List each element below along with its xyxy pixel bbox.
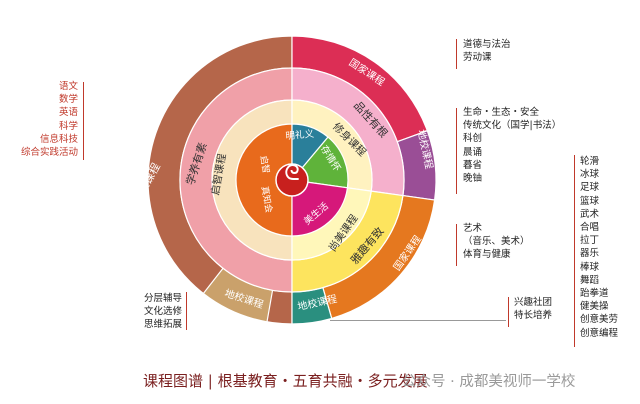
right-arts-list-item: 艺术 [463, 223, 483, 234]
right-clubs-list-rule [508, 297, 510, 327]
left-list-item: 英语 [58, 107, 78, 119]
inner-label-top-a: 明礼义 [285, 128, 315, 142]
right-top-list: 道德与法治 劳动课 [463, 38, 511, 64]
left-bottom-list: 分层辅导文化选修 思维拓展 [128, 292, 182, 332]
right-top-list-item: 劳动课 [463, 52, 492, 64]
right-mid-list-item: 生命・生态・安全 [463, 107, 540, 118]
left-list-item: 数学 [58, 94, 78, 106]
left-list-item: 科学 [58, 120, 78, 132]
left-bottom-list-item: 分层辅导 [143, 293, 182, 304]
right-mid-list-item: 晨诵 [463, 146, 483, 158]
left-list-item: 语文 [58, 81, 78, 92]
inner-label-left-top: 启智 [257, 155, 272, 175]
right-mid-list-rule [456, 108, 458, 194]
right-far-list-rule [574, 155, 576, 347]
right-far-list-item: 拉丁 [580, 235, 600, 247]
right-far-list-item: 轮滑 [580, 156, 600, 167]
right-far-list-item: 器乐 [580, 248, 600, 260]
left-bottom-list-item: 思维拓展 [143, 319, 182, 331]
right-mid-list-item: 科创 [463, 133, 483, 145]
left-bottom-list-rule [186, 292, 188, 330]
left-list-rule [83, 82, 85, 160]
watermark: 公众号 · 成都美视师一学校 [402, 374, 576, 390]
right-far-list-item: 棒球 [580, 261, 600, 273]
right-far-list-item: 篮球 [580, 195, 600, 207]
right-arts-list-item: （音乐、美术） [463, 236, 530, 248]
left-list-item: 综合实践活动 [20, 147, 78, 159]
right-far-list-item: 足球 [580, 182, 600, 194]
right-arts-list: 艺术 （音乐、美术） 体育与健康 [463, 222, 530, 262]
center-logo-glyph: ᘓ [284, 161, 300, 186]
inner-bottom [291, 179, 349, 237]
right-mid-list-item: 晚铀 [463, 173, 483, 185]
right-mid-list-item: 传统文化（国学|书法） [463, 120, 562, 132]
right-arts-list-item: 体育与健康 [463, 249, 511, 261]
footer-title: 课程图谱 | 根基教育・五育共融・多元发展 [143, 372, 428, 390]
right-far-list-item: 健美操 [580, 301, 609, 313]
right-top-list-item: 道德与法治 [463, 39, 511, 50]
clubs-leader-line [330, 320, 506, 321]
right-far-list-item: 冰球 [580, 169, 600, 181]
right-mid-list-item: 暮省 [463, 159, 483, 171]
right-clubs-list-item: 兴趣社团 [514, 297, 553, 308]
left-list: 语文数学 英语 科学 信息科技综合实践活动 [16, 80, 78, 159]
left-list-item: 信息科技 [39, 133, 78, 145]
right-clubs-list: 兴趣社团 特长培养 [514, 296, 552, 322]
right-far-list-item: 创意编程 [580, 327, 619, 339]
inner-left [235, 123, 293, 237]
right-arts-list-rule [456, 224, 458, 266]
center-circle [275, 163, 309, 197]
right-far-list-item: 创意美劳 [580, 314, 619, 326]
left-bottom-list-item: 文化选修 [143, 306, 182, 318]
right-far-list-item: 合唱 [580, 222, 600, 234]
right-clubs-list-item: 特长培养 [514, 310, 553, 322]
right-far-list-item: 跆拳道 [580, 288, 609, 300]
right-far-list: 轮滑冰球 足球 篮球 武术合唱 拉丁 器乐 棒球 舞蹈跆拳道 健美操 创意美劳 创意编程 [580, 155, 618, 340]
right-top-list-rule [456, 39, 458, 69]
right-far-list-item: 舞蹈 [580, 274, 600, 286]
right-mid-list: 生命・生态・安全传统文化（国学|书法） 科创 晨诵 暮省晚铀 [463, 106, 561, 185]
right-far-list-item: 武术 [580, 208, 600, 220]
